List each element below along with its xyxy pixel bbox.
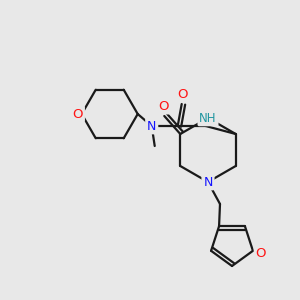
- Text: N: N: [203, 176, 213, 188]
- Text: NH: NH: [199, 112, 217, 124]
- Text: O: O: [73, 107, 83, 121]
- Text: O: O: [178, 88, 188, 100]
- Text: O: O: [256, 247, 266, 260]
- Text: N: N: [147, 119, 156, 133]
- Text: O: O: [158, 100, 169, 112]
